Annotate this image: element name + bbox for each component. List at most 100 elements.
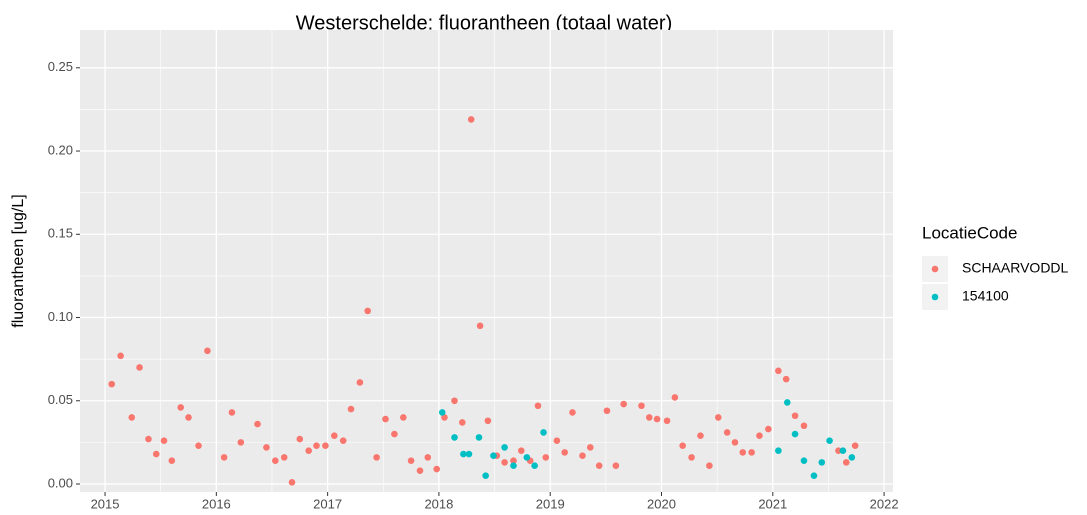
point xyxy=(826,437,833,445)
point xyxy=(280,454,288,461)
point xyxy=(145,435,152,443)
point xyxy=(475,434,483,441)
point xyxy=(791,430,799,438)
point xyxy=(465,450,473,458)
point xyxy=(416,467,424,474)
point xyxy=(476,322,484,330)
point xyxy=(697,432,704,440)
point xyxy=(433,465,440,473)
point xyxy=(313,442,320,450)
y-tick-label: 0.00 xyxy=(48,475,73,490)
point xyxy=(407,457,415,465)
point xyxy=(117,352,124,360)
legend-label: SCHAARVODDL xyxy=(962,260,1069,276)
point xyxy=(254,420,261,428)
point xyxy=(586,444,594,451)
point xyxy=(272,457,279,465)
chart-title: Westerschelde: fluorantheen (totaal wate… xyxy=(296,12,673,34)
legend-marker xyxy=(931,265,939,273)
point xyxy=(534,402,542,410)
point xyxy=(842,459,850,466)
point xyxy=(800,422,808,430)
point xyxy=(424,454,432,461)
point xyxy=(531,462,538,469)
point xyxy=(553,437,561,445)
point xyxy=(653,415,661,423)
point xyxy=(839,447,847,455)
point xyxy=(331,432,338,440)
x-tick-label: 2022 xyxy=(870,496,899,511)
point xyxy=(595,462,603,469)
y-tick-label: 0.05 xyxy=(48,392,73,407)
point xyxy=(400,414,407,421)
legend-label: 154100 xyxy=(962,288,1009,304)
point xyxy=(542,454,550,461)
y-tick-label: 0.20 xyxy=(48,142,73,157)
point xyxy=(731,439,739,446)
x-tick-label: 2015 xyxy=(91,496,120,511)
x-tick-label: 2021 xyxy=(758,496,787,511)
point xyxy=(484,417,492,425)
x-tick-label: 2018 xyxy=(424,496,453,511)
point xyxy=(451,397,458,405)
point xyxy=(663,417,671,425)
point xyxy=(177,404,185,411)
x-tick-label: 2020 xyxy=(647,496,676,511)
point xyxy=(800,457,808,465)
point xyxy=(364,307,371,315)
point xyxy=(460,450,467,458)
point xyxy=(136,364,143,371)
point xyxy=(108,380,116,388)
point xyxy=(523,454,531,461)
point xyxy=(748,449,755,456)
point xyxy=(185,414,192,421)
point xyxy=(775,447,782,455)
y-tick-label: 0.10 xyxy=(48,309,73,324)
point xyxy=(765,425,772,433)
point xyxy=(128,414,136,421)
point xyxy=(810,472,818,479)
point xyxy=(603,407,611,415)
point xyxy=(296,435,304,443)
point xyxy=(739,449,747,456)
point xyxy=(714,414,722,421)
point xyxy=(228,409,236,416)
x-tick-label: 2019 xyxy=(536,496,565,511)
point xyxy=(501,444,508,451)
point xyxy=(152,450,160,458)
point xyxy=(322,442,329,450)
y-tick-label: 0.15 xyxy=(48,226,73,241)
point xyxy=(263,444,270,451)
point xyxy=(288,479,296,486)
point xyxy=(851,442,859,450)
point xyxy=(775,367,782,375)
point xyxy=(569,409,576,416)
point xyxy=(467,116,475,123)
x-tick-label: 2016 xyxy=(202,496,231,511)
point xyxy=(458,419,466,426)
point xyxy=(356,379,364,386)
point xyxy=(579,452,586,460)
point xyxy=(204,347,211,355)
point xyxy=(237,439,245,446)
point xyxy=(848,454,856,461)
point xyxy=(339,437,347,445)
point xyxy=(510,457,517,465)
point xyxy=(679,442,686,450)
point xyxy=(441,414,448,421)
legend-marker xyxy=(931,293,939,301)
point xyxy=(482,472,489,479)
point xyxy=(373,454,380,461)
point xyxy=(791,412,799,420)
point xyxy=(723,429,731,436)
point xyxy=(517,447,525,455)
y-axis-title: fluorantheen [ug/L] xyxy=(10,194,27,327)
plot-panel xyxy=(80,30,893,492)
point xyxy=(620,400,627,408)
x-tick-label: 2017 xyxy=(313,496,342,511)
point xyxy=(305,447,313,455)
point xyxy=(612,462,620,469)
point xyxy=(671,394,679,401)
point xyxy=(347,405,355,413)
